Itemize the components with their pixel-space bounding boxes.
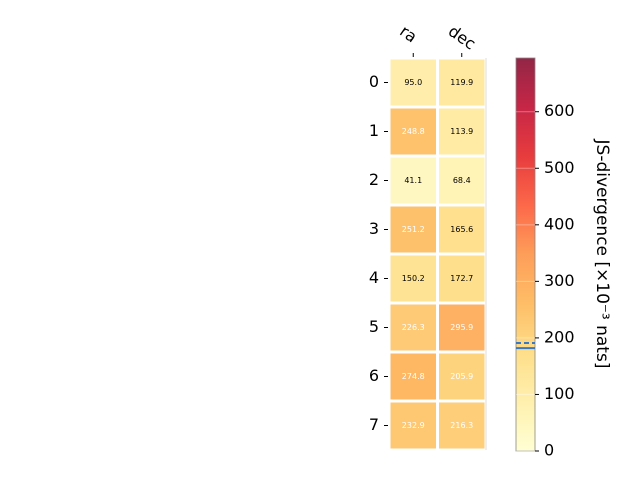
cell-value-label: 68.4 [453, 176, 471, 185]
cell-value-label: 172.7 [450, 274, 473, 283]
y-tick-label: 6 [369, 366, 379, 385]
cell-value-label: 41.1 [404, 176, 422, 185]
cell-value-label: 216.3 [450, 421, 473, 430]
cell-value-label: 113.9 [450, 127, 473, 136]
cell-value-label: 251.2 [402, 225, 425, 234]
cell-value-label: 95.0 [404, 78, 422, 87]
x-tick-label: dec [445, 21, 479, 53]
heatmap-cell [439, 402, 485, 449]
colorbar-tick-label: 400 [544, 214, 575, 233]
heatmap-cell [439, 353, 485, 400]
colorbar-label: JS-divergence [×10⁻³ nats] [592, 139, 612, 369]
colorbar-tick-label: 100 [544, 384, 575, 403]
heatmap-cell [439, 157, 485, 204]
cell-value-label: 119.9 [450, 78, 473, 87]
heatmap-cell [439, 255, 485, 302]
heatmap-cell [390, 157, 436, 204]
heatmap-cell [439, 304, 485, 351]
colorbar-tick-label: 500 [544, 158, 575, 177]
heatmap-cell [439, 59, 485, 106]
y-tick-label: 2 [369, 170, 379, 189]
y-tick-label: 7 [369, 415, 379, 434]
heatmap-cell [390, 402, 436, 449]
heatmap-cell [390, 59, 436, 106]
heatmap-cell [439, 206, 485, 253]
heatmap-cell [390, 108, 436, 155]
cell-value-label: 165.6 [450, 225, 473, 234]
colorbar-tick-label: 600 [544, 101, 575, 120]
cell-value-label: 295.9 [450, 323, 473, 332]
x-tick-label: ra [396, 21, 420, 46]
y-tick-label: 5 [369, 317, 379, 336]
colorbar-tick-label: 0 [544, 441, 554, 460]
colorbar-tick-label: 300 [544, 271, 575, 290]
y-tick-label: 4 [369, 268, 379, 287]
colorbar-tick-label: 200 [544, 327, 575, 346]
heatmap-cell [439, 108, 485, 155]
colorbar [515, 57, 536, 452]
cell-value-label: 274.8 [402, 372, 425, 381]
cell-value-label: 205.9 [450, 372, 473, 381]
heatmap-cell [390, 304, 436, 351]
cell-value-label: 248.8 [402, 127, 425, 136]
y-tick-label: 1 [369, 121, 379, 140]
cell-value-label: 232.9 [402, 421, 425, 430]
cell-value-label: 150.2 [402, 274, 425, 283]
heatmap-cell [390, 206, 436, 253]
y-tick-label: 3 [369, 219, 379, 238]
y-tick-label: 0 [369, 72, 379, 91]
heatmap-cell [390, 353, 436, 400]
heatmap-cell [390, 255, 436, 302]
cell-value-label: 226.3 [402, 323, 425, 332]
